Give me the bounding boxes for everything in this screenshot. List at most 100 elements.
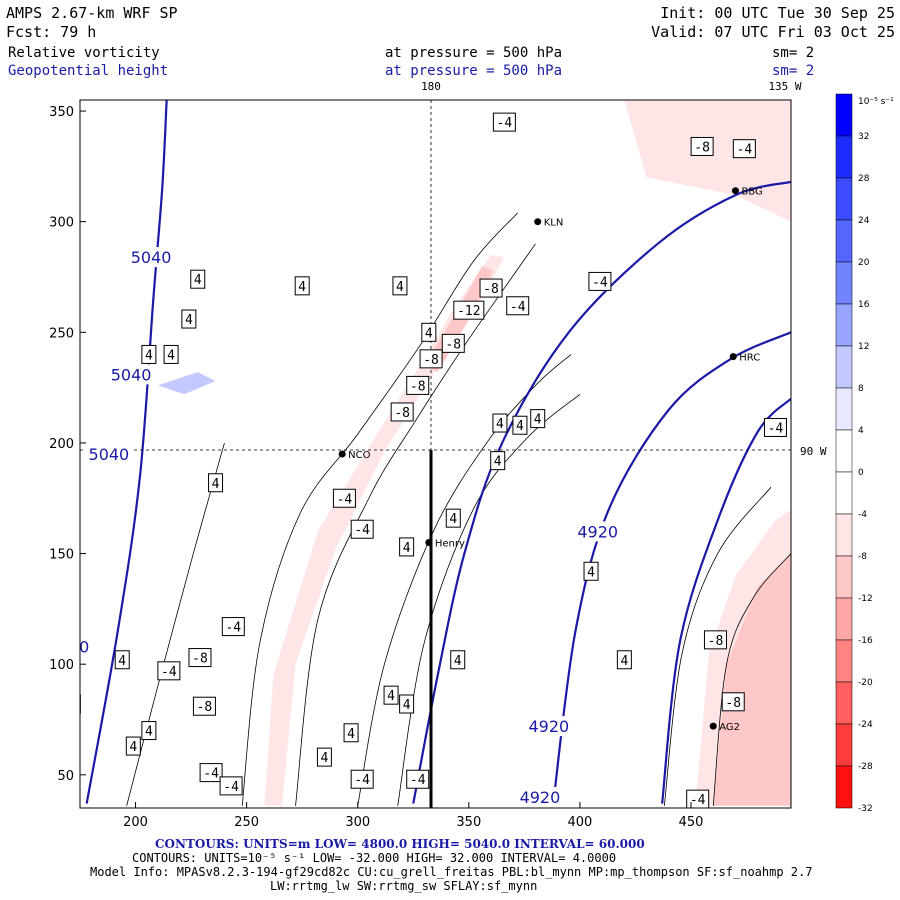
vorticity-label: -8 <box>394 406 410 421</box>
y-tick-label: 150 <box>49 548 74 563</box>
vorticity-label: 4 <box>403 541 411 556</box>
vorticity-label-box <box>190 269 206 289</box>
vorticity-label-box <box>390 402 414 422</box>
height-contour-4920 <box>661 397 791 804</box>
vorticity-label-box <box>530 409 546 429</box>
height-contours <box>85 100 791 804</box>
vorticity-label-box <box>208 473 224 493</box>
vorticity-label-box <box>399 694 415 714</box>
vorticity-label-box <box>181 309 197 329</box>
vorticity-label: 4 <box>145 725 153 740</box>
station-marker <box>425 539 433 546</box>
colorbar-segment <box>835 177 853 221</box>
vorticity-label-box <box>421 322 437 342</box>
y-tick-label: 300 <box>49 216 74 231</box>
colorbar-segment <box>835 639 853 683</box>
height-label-bg <box>107 364 156 385</box>
station-label: HRC <box>739 353 760 364</box>
vorticity-label-box <box>732 139 756 159</box>
height-label-bg <box>573 521 622 542</box>
vorticity-label: 4 <box>534 413 542 428</box>
valid-time: Valid: 07 UTC Fri 03 Oct 25 <box>651 23 895 41</box>
x-tick-label: 400 <box>568 815 593 830</box>
vorticity-label-box <box>114 650 130 670</box>
vorticity-label-box <box>199 763 223 783</box>
colorbar-tick-label: 16 <box>858 300 870 310</box>
vorticity-contour-line <box>126 442 225 806</box>
vorticity-label-box <box>221 617 245 637</box>
colorbar-segment <box>835 555 853 599</box>
vorticity-label-box <box>392 276 408 296</box>
vorticity-label-box <box>125 736 141 756</box>
vorticity-label-box <box>294 276 310 296</box>
vorticity-label-box <box>188 648 212 668</box>
gridline-label-135w: 135 W <box>768 80 801 93</box>
contour-info-vorticity: CONTOURS: UNITS=10⁻⁵ s⁻¹ LOW= -32.000 HI… <box>132 851 616 865</box>
colorbar-segment <box>835 303 853 347</box>
field1-name: Relative vorticity <box>8 45 160 61</box>
vorticity-label: -8 <box>725 696 741 711</box>
vorticity-label-box <box>80 694 81 714</box>
vorticity-label: -4 <box>354 523 370 538</box>
init-time: Init: 00 UTC Tue 30 Sep 25 <box>660 4 895 22</box>
vorticity-label-box <box>163 344 179 364</box>
height-label: 5040 <box>49 637 90 656</box>
colorbar-segment <box>835 513 853 557</box>
vorticity-label: 4 <box>185 313 193 328</box>
vorticity-label: -8 <box>410 379 426 394</box>
vorticity-label: 4 <box>320 751 328 766</box>
height-label-bg <box>515 786 564 807</box>
colorbar-tick-label: -20 <box>858 678 873 688</box>
vorticity-label: -4 <box>497 116 513 131</box>
vorticity-label: 4 <box>129 740 137 755</box>
station-marker <box>534 218 542 226</box>
x-tick-label: 250 <box>234 815 259 830</box>
colorbar-tick-label: 24 <box>858 216 870 226</box>
colorbar: 32 28 24 20 16 12 8 4 0 -4 -8 -12 -16 -20 -24 -28 -32 <box>835 93 873 814</box>
vorticity-label: -4 <box>337 492 353 507</box>
vorticity-label-box <box>141 721 157 741</box>
x-tick-label: 200 <box>123 815 148 830</box>
vorticity-label-box <box>450 650 466 670</box>
stations: Henry NCO KLN HRC BBG AG2 <box>338 187 763 733</box>
field2-level: at pressure = 500 hPa <box>385 63 562 79</box>
vorticity-labels: -4-8-4-12-8-8-8-8-4-4-4-8-4-8-4-4 -4 -4-4-… <box>69 112 787 808</box>
vorticity-label: 4 <box>212 477 220 492</box>
field2-smoothing: sm= 2 <box>772 63 814 79</box>
station-label: AG2 <box>719 722 740 733</box>
vorticity-label-box <box>219 776 243 796</box>
colorbar-segment <box>835 597 853 641</box>
model-info-physics: LW:rrtmg_lw SW:rrtmg_sw SFLAY:sf_mynn <box>270 879 537 893</box>
vorticity-label-box <box>721 692 745 712</box>
height-label: 4920 <box>528 717 569 736</box>
colorbar-tick-label: 32 <box>858 132 869 142</box>
vorticity-label: 4 <box>69 698 77 713</box>
vorticity-label: -4 <box>203 767 219 782</box>
vorticity-label: -8 <box>192 652 208 667</box>
vorticity-label: -4 <box>768 421 784 436</box>
vorticity-label: -12 <box>457 304 480 319</box>
colorbar-segment <box>835 135 853 179</box>
vorticity-label-box <box>350 769 374 789</box>
model-info: Model Info: MPASv8.2.3-194-gf29cd82c CU:… <box>90 865 812 879</box>
field2-name: Geopotential height <box>8 63 168 79</box>
forecast-hour: Fcst: 79 h <box>6 23 96 41</box>
vorticity-label: -4 <box>592 275 608 290</box>
axes: 200 250 300 350 400 450 50 100 150 200 250 300 350 <box>49 105 703 830</box>
vorticity-label-box <box>441 333 465 353</box>
vorticity-label: -8 <box>445 337 461 352</box>
station-marker <box>709 722 717 730</box>
vorticity-label-box <box>686 789 710 808</box>
station-marker <box>731 187 739 195</box>
y-tick-label: 350 <box>49 105 74 120</box>
vorticity-label: -4 <box>410 773 426 788</box>
vorticity-label: 4 <box>387 689 395 704</box>
grid-lines <box>80 100 791 808</box>
vorticity-label: -4 <box>737 143 753 158</box>
vorticity-label: -4 <box>354 773 370 788</box>
x-tick-label: 300 <box>345 815 370 830</box>
vorticity-label: 4 <box>347 727 355 742</box>
colorbar-segment <box>835 261 853 305</box>
height-label-bg <box>84 444 133 464</box>
vorticity-label: -8 <box>483 282 499 297</box>
